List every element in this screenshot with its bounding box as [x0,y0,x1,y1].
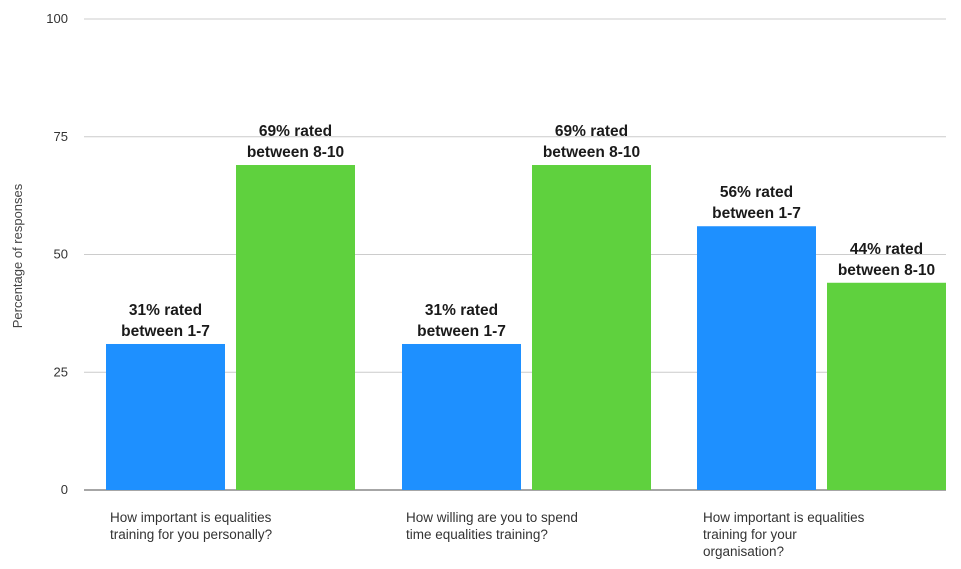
bar-data-label: 44% rated between 8-10 [838,241,935,279]
bar [532,165,651,490]
y-tick-label: 25 [54,364,68,379]
x-category-label: How important is equalities training for … [703,510,865,559]
bar-value-labels: 31% rated between 1-7 31% rated between 1-7… [121,123,935,340]
bar [402,343,521,490]
bar [697,226,816,491]
bar-data-label: 69% rated between 8-10 [247,123,344,161]
x-axis-category-labels: How important is equalities training for … [110,510,865,559]
y-axis-tick-labels: 0 25 50 75 100 [46,11,68,497]
y-tick-label: 0 [61,482,68,497]
x-category-label: How willing are you to spend time equalit… [406,510,578,542]
bar-data-label: 69% rated between 8-10 [543,123,640,161]
bar-data-label: 31% rated between 1-7 [121,302,210,340]
y-tick-label: 100 [46,11,68,26]
y-axis-title: Percentage of responses [10,183,25,328]
y-tick-label: 50 [54,247,68,262]
bars [106,165,946,491]
bar [236,165,355,490]
x-category-label: How important is equalities training for … [110,510,272,542]
y-tick-label: 75 [54,129,68,144]
bar [106,343,225,490]
bar-data-label: 31% rated between 1-7 [417,302,506,340]
bar-data-label: 56% rated between 1-7 [712,184,801,222]
bar [827,282,946,490]
